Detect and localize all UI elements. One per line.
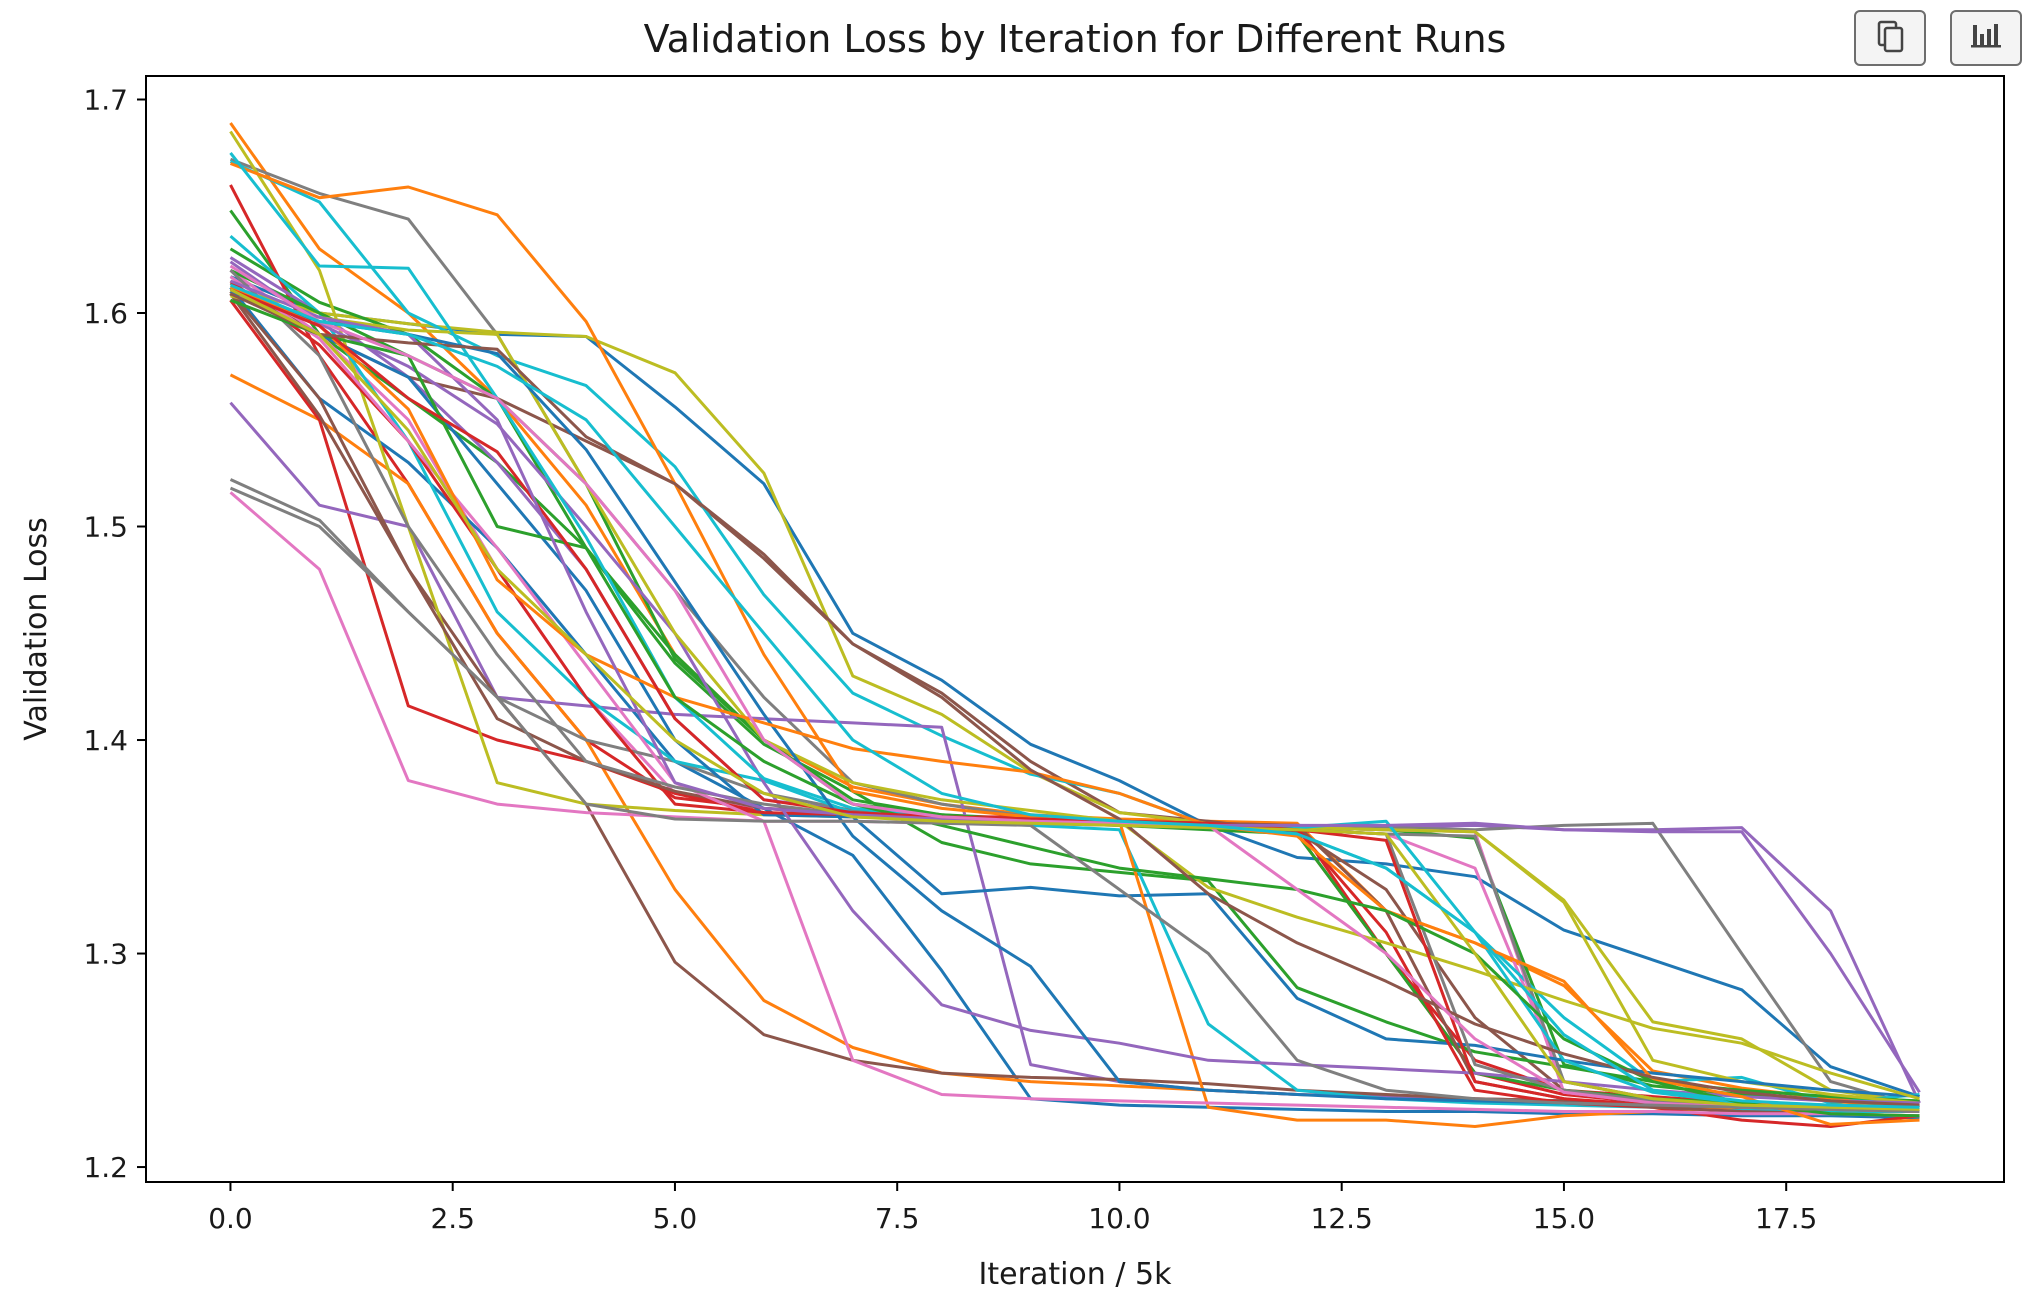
series-line-1 bbox=[229, 275, 1920, 1099]
y-tick-label: 1.3 bbox=[83, 938, 128, 971]
series-line-39 bbox=[229, 288, 1920, 1111]
chart-title: Validation Loss by Iteration for Differe… bbox=[644, 17, 1507, 61]
y-tick-label: 1.4 bbox=[83, 724, 128, 757]
copy-button[interactable] bbox=[1854, 10, 1926, 66]
y-tick-label: 1.5 bbox=[83, 511, 128, 544]
series-line-9 bbox=[230, 285, 1920, 1105]
series-line-36 bbox=[229, 292, 1920, 1107]
x-tick-label: 5.0 bbox=[653, 1202, 698, 1235]
x-tick-label: 10.0 bbox=[1088, 1202, 1150, 1235]
copy-icon bbox=[1877, 20, 1904, 53]
chart-view-button[interactable] bbox=[1950, 10, 2022, 66]
series-line-37 bbox=[229, 264, 1920, 1113]
y-axis-label: Validation Loss bbox=[19, 517, 54, 740]
series-line-40 bbox=[229, 283, 1920, 1109]
series-line-29 bbox=[230, 294, 1920, 1101]
bar-chart-icon bbox=[1971, 24, 2001, 48]
series-line-27 bbox=[229, 275, 1920, 1118]
series-layer bbox=[229, 122, 1921, 1128]
x-tick-label: 17.5 bbox=[1755, 1202, 1817, 1235]
x-axis-ticks: 0.0 2.5 5.0 7.5 10.0 12.5 15.0 17.5 bbox=[208, 1182, 1817, 1235]
x-tick-label: 0.0 bbox=[208, 1202, 253, 1235]
x-tick-label: 15.0 bbox=[1533, 1202, 1595, 1235]
series-line-25 bbox=[229, 260, 1920, 1105]
y-tick-label: 1.2 bbox=[83, 1151, 128, 1184]
series-line-38 bbox=[229, 486, 1920, 1113]
x-tick-label: 7.5 bbox=[875, 1202, 920, 1235]
y-tick-label: 1.7 bbox=[83, 83, 128, 116]
series-line-21 bbox=[229, 288, 1920, 1099]
x-axis-label: Iteration / 5k bbox=[979, 1257, 1173, 1292]
y-axis-ticks: 1.2 1.3 1.4 1.5 1.6 1.7 bbox=[83, 83, 146, 1184]
series-line-32 bbox=[229, 286, 1920, 1126]
x-tick-label: 12.5 bbox=[1311, 1202, 1373, 1235]
y-tick-label: 1.6 bbox=[83, 297, 128, 330]
x-tick-label: 2.5 bbox=[430, 1202, 475, 1235]
plot-frame bbox=[145, 75, 2005, 1183]
